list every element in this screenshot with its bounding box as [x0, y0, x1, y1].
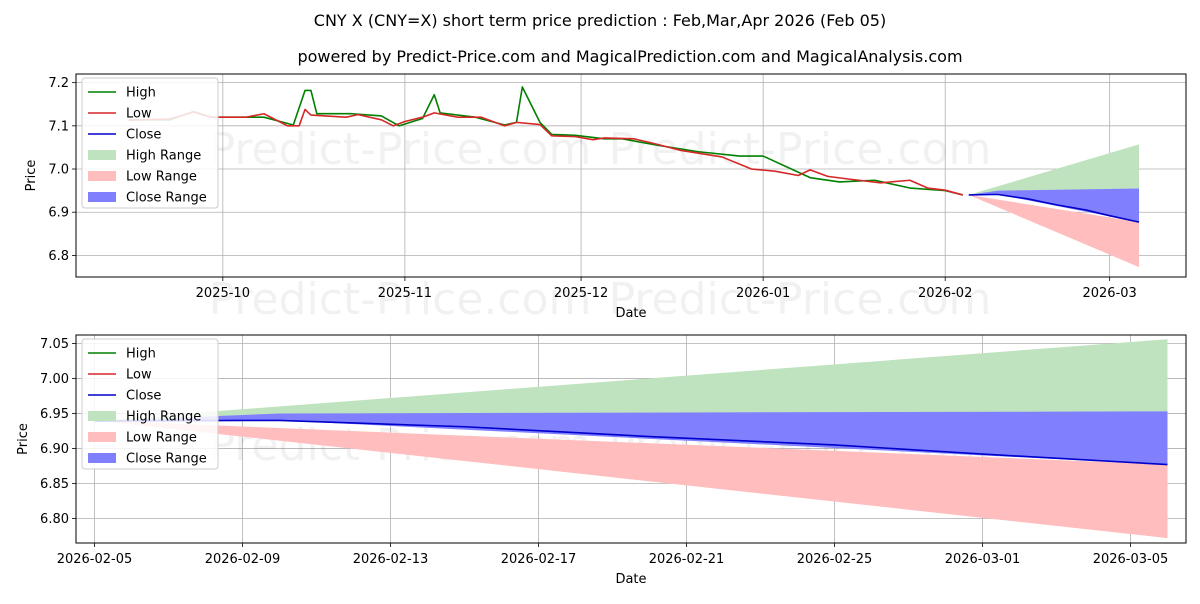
x-axis-label: Date [615, 572, 646, 587]
x-axis-label: Date [615, 306, 646, 321]
y-tick-label: 7.05 [40, 337, 69, 352]
legend-label: High Range [126, 149, 201, 164]
legend-swatch [88, 150, 116, 160]
legend-swatch [88, 411, 116, 421]
x-tick-label: 2026-02-09 [205, 552, 281, 567]
plot-area [94, 339, 1168, 539]
legend-label: Close [126, 128, 161, 143]
y-axis-label: Price [16, 423, 31, 455]
plot-frame [75, 73, 1187, 278]
legend-label: Low Range [126, 431, 197, 446]
band-low-range [94, 420, 1168, 539]
y-tick-label: 6.95 [40, 407, 69, 422]
band-high-range [94, 339, 1168, 421]
band-high-range [968, 144, 1140, 195]
y-tick-label: 6.90 [40, 442, 69, 457]
watermark-text: Predict-Price.com [209, 124, 592, 175]
legend-swatch [88, 453, 116, 463]
watermark-text: Predict-Price.com [609, 124, 992, 175]
series-close-line [968, 193, 1140, 223]
legend-label: High [126, 86, 156, 101]
x-tick-label: 2026-02-05 [57, 552, 133, 567]
band-low-range [968, 194, 1140, 268]
watermark-text: Predict-Price.com [609, 274, 992, 325]
legend-swatch [88, 171, 116, 181]
legend-label: Close Range [126, 452, 207, 467]
legend-swatch [88, 432, 116, 442]
x-tick-label: 2026-03-01 [945, 552, 1021, 567]
plot-frame [75, 334, 1187, 544]
y-tick-label: 6.8 [48, 249, 69, 264]
legend: High Low Close High Range Low Range Close Ran… [81, 338, 219, 470]
series-close-line [94, 419, 1168, 466]
legend-label: High Range [126, 410, 201, 425]
chart-title: CNY X (CNY=X) short term price predictio… [314, 11, 886, 30]
x-tick-label: 2026-02-17 [501, 552, 577, 567]
x-tick-label: 2025-11 [378, 286, 432, 301]
legend-label: High [126, 347, 156, 362]
y-tick-label: 6.9 [48, 206, 69, 221]
subplot-1: Predict-Price.com Predict-Price.com Predic… [24, 73, 1187, 325]
legend-label: Close Range [126, 191, 207, 206]
x-tick-label: 2026-03 [1082, 286, 1136, 301]
y-tick-label: 7.2 [48, 76, 69, 91]
y-axis-label: Price [24, 160, 39, 192]
legend-label: Low [126, 368, 152, 383]
subplot-2: Predict-Price.comPredict-Price.com2026-0… [16, 334, 1187, 587]
x-tick-label: 2026-01 [736, 286, 790, 301]
watermark-text: Predict-Price.com [209, 274, 592, 325]
band-close-range [94, 411, 1168, 465]
y-tick-label: 7.1 [48, 119, 69, 134]
x-tick-label: 2025-10 [196, 286, 250, 301]
y-tick-label: 7.0 [48, 163, 69, 178]
x-tick-label: 2026-02-13 [353, 552, 429, 567]
x-tick-label: 2025-12 [554, 286, 608, 301]
y-tick-label: 6.85 [40, 477, 69, 492]
legend-label: Low [126, 107, 152, 122]
x-tick-label: 2026-02 [918, 286, 972, 301]
legend-label: Close [126, 389, 161, 404]
chart-subtitle: powered by Predict-Price.com and Magical… [297, 47, 962, 66]
legend-label: Low Range [126, 170, 197, 185]
y-tick-label: 7.00 [40, 372, 69, 387]
plot-area [128, 86, 1140, 268]
legend-swatch [88, 192, 116, 202]
series-low-line [128, 108, 964, 196]
x-tick-label: 2026-03-05 [1093, 552, 1169, 567]
x-tick-label: 2026-02-25 [797, 552, 873, 567]
y-tick-label: 6.80 [40, 512, 69, 527]
legend: High Low Close High Range Low Range Close Ran… [81, 77, 219, 209]
x-tick-label: 2026-02-21 [649, 552, 725, 567]
